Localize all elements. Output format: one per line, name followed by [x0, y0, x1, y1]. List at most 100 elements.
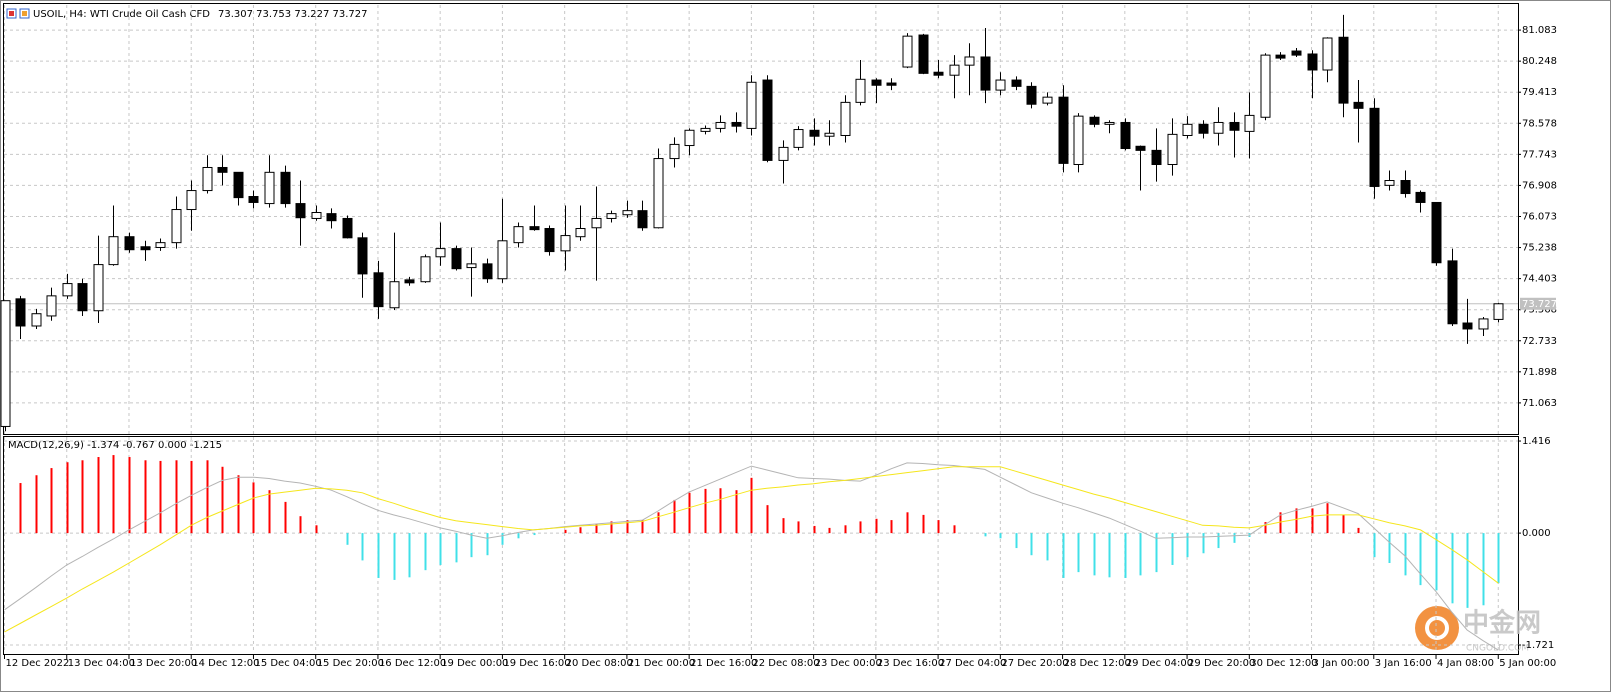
- main-panel: [3, 3, 1519, 435]
- candle-body: [871, 79, 882, 86]
- candle-body: [1073, 115, 1084, 166]
- candle-body: [326, 213, 337, 222]
- candle-body: [1275, 54, 1286, 59]
- y-tick-label: 71.898: [1522, 367, 1557, 378]
- y-tick-label: 75.238: [1522, 243, 1557, 254]
- candle-body: [1244, 114, 1255, 132]
- macd-line: [4, 462, 1499, 651]
- candle-body: [949, 64, 960, 76]
- x-tick-label: 3 Jan 00:00: [1313, 658, 1370, 669]
- candle-body: [1307, 53, 1318, 71]
- last-price-label: 73.727: [1522, 299, 1557, 310]
- candle-body: [575, 228, 586, 238]
- candle-body: [108, 236, 119, 266]
- y-tick-label: 81.083: [1522, 25, 1557, 36]
- candle-body: [1478, 318, 1489, 330]
- candle-body: [1042, 96, 1053, 104]
- candle-body: [778, 146, 789, 161]
- candle-body: [404, 279, 415, 284]
- ohlc-header: 73.307 73.753 73.227 73.727: [218, 9, 368, 20]
- candle-body: [451, 248, 462, 270]
- x-tick-label: 13 Dec 04:00: [68, 658, 135, 669]
- x-tick-label: 3 Jan 16:00: [1375, 658, 1432, 669]
- candle-body: [1182, 123, 1193, 136]
- y-tick-label: 74.403: [1522, 274, 1557, 285]
- candle-body: [1369, 107, 1380, 187]
- watermark-text: 中金网: [1463, 608, 1541, 639]
- mark-layer: [0, 14, 1504, 651]
- y-tick-label: -1.721: [1522, 640, 1554, 651]
- candle-body: [186, 190, 197, 211]
- x-tick-label: 12 Dec 2022: [6, 658, 70, 669]
- candle-body: [389, 281, 400, 309]
- candle-body: [140, 246, 151, 251]
- candle-body: [264, 171, 275, 205]
- x-tick-label: 5 Jan 00:00: [1499, 658, 1556, 669]
- candle-body: [280, 171, 291, 205]
- candle-body: [1135, 145, 1146, 151]
- candle-body: [1291, 50, 1302, 56]
- candle-body: [1198, 123, 1209, 134]
- watermark-logo: [1415, 606, 1459, 650]
- watermark: 中金网 CNGOLD.COM: [1415, 606, 1541, 654]
- candle-body: [1026, 85, 1037, 105]
- macd-panel: [3, 436, 1519, 655]
- candle-body: [217, 166, 228, 173]
- x-tick-label: 28 Dec 12:00: [1064, 658, 1131, 669]
- candle-body: [0, 300, 11, 427]
- candle-body: [933, 71, 944, 76]
- candle-body: [715, 121, 726, 129]
- candle-body: [202, 166, 213, 192]
- candle-body: [653, 158, 664, 229]
- x-tick-label: 19 Dec 00:00: [441, 658, 508, 669]
- candle-body: [529, 226, 540, 231]
- y-tick-label: 1.416: [1522, 436, 1551, 447]
- candle-body: [46, 295, 57, 317]
- x-tick-label: 16 Dec 12:00: [379, 658, 446, 669]
- candle-body: [731, 121, 742, 127]
- candle-body: [93, 264, 104, 312]
- watermark-subtext: CNGOLD.COM: [1466, 644, 1529, 654]
- candle-body: [1058, 96, 1069, 164]
- candle-body: [497, 240, 508, 280]
- candle-body: [1400, 180, 1411, 195]
- x-tick-label: 4 Jan 08:00: [1437, 658, 1494, 669]
- candle-body: [824, 132, 835, 137]
- candle-body: [700, 127, 711, 132]
- y-tick-label: 77.743: [1522, 149, 1557, 160]
- candle-body: [373, 272, 384, 308]
- candle-body: [435, 248, 446, 258]
- x-tick-label: 15 Dec 04:00: [254, 658, 321, 669]
- y-tick-label: 71.063: [1522, 398, 1557, 409]
- x-tick-label: 21 Dec 16:00: [690, 658, 757, 669]
- candle-body: [622, 210, 633, 216]
- candle-body: [420, 256, 431, 283]
- candle-body: [1104, 121, 1115, 125]
- macd-line: [4, 466, 1499, 633]
- candle-body: [77, 283, 88, 312]
- candle-body: [311, 212, 322, 219]
- candle-body: [560, 235, 571, 252]
- candle-body: [1213, 121, 1224, 134]
- last-price-box: [1520, 297, 1556, 310]
- candle-body: [809, 129, 820, 137]
- candle-body: [1493, 303, 1504, 320]
- candle-body: [1089, 116, 1100, 125]
- y-tick-label: 78.578: [1522, 118, 1557, 129]
- candle-body: [980, 56, 991, 91]
- candle-body: [762, 79, 773, 161]
- candle-body: [684, 129, 695, 147]
- candle-body: [669, 143, 680, 160]
- x-tick-label: 23 Dec 16:00: [877, 658, 944, 669]
- candle-body: [248, 196, 259, 203]
- x-tick-label: 27 Dec 20:00: [1001, 658, 1068, 669]
- candle-body: [1353, 101, 1364, 109]
- x-tick-label: 30 Dec 12:00: [1250, 658, 1317, 669]
- candle-body: [1384, 180, 1395, 186]
- y-tick-label: 76.908: [1522, 180, 1557, 191]
- x-tick-label: 15 Dec 20:00: [317, 658, 384, 669]
- candle-body: [995, 79, 1006, 91]
- x-tick-label: 19 Dec 16:00: [503, 658, 570, 669]
- candle-body: [1415, 191, 1426, 203]
